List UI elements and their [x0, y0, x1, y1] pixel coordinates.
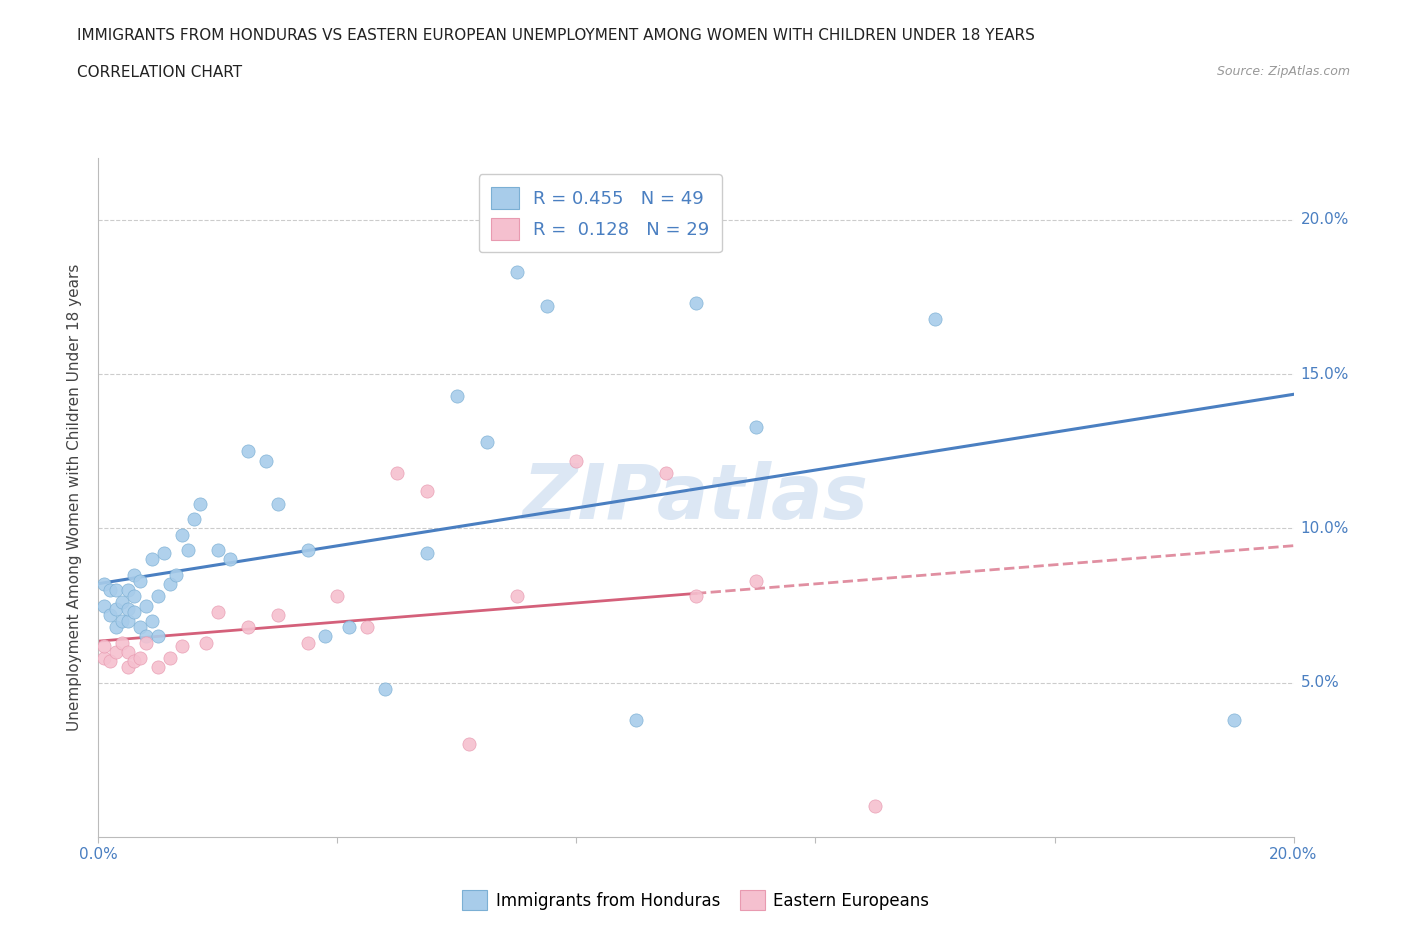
Point — [111, 614, 134, 629]
Point — [135, 635, 157, 650]
Point — [124, 654, 146, 669]
Point — [135, 629, 157, 644]
Point — [105, 601, 128, 616]
Text: CORRELATION CHART: CORRELATION CHART — [77, 65, 242, 80]
Point — [475, 434, 498, 449]
Point — [536, 299, 558, 313]
Point — [159, 651, 181, 666]
Point — [159, 577, 181, 591]
Point — [141, 551, 163, 566]
Point — [1223, 712, 1246, 727]
Point — [93, 651, 115, 666]
Point — [339, 619, 360, 634]
Point — [446, 389, 468, 404]
Point — [172, 638, 194, 653]
Point — [105, 583, 128, 598]
Point — [129, 574, 152, 589]
Point — [267, 607, 290, 622]
Point — [117, 601, 139, 616]
Point — [506, 589, 529, 604]
Point — [207, 604, 229, 619]
Point — [111, 635, 134, 650]
Legend: Immigrants from Honduras, Eastern Europeans: Immigrants from Honduras, Eastern Europe… — [456, 884, 936, 917]
Point — [458, 737, 481, 751]
Point — [148, 660, 170, 675]
Point — [117, 583, 139, 598]
Point — [111, 595, 134, 610]
Point — [117, 614, 139, 629]
Point — [374, 682, 396, 697]
Text: 5.0%: 5.0% — [1301, 675, 1340, 690]
Point — [254, 453, 277, 468]
Point — [153, 546, 176, 561]
Point — [117, 660, 139, 675]
Point — [98, 607, 122, 622]
Point — [506, 265, 529, 280]
Text: 15.0%: 15.0% — [1301, 366, 1348, 381]
Text: 10.0%: 10.0% — [1301, 521, 1348, 536]
Point — [356, 619, 378, 634]
Point — [685, 296, 707, 311]
Point — [183, 512, 205, 526]
Point — [177, 542, 200, 557]
Point — [416, 546, 439, 561]
Point — [165, 567, 187, 582]
Point — [655, 465, 678, 480]
Point — [135, 598, 157, 613]
Text: IMMIGRANTS FROM HONDURAS VS EASTERN EUROPEAN UNEMPLOYMENT AMONG WOMEN WITH CHILD: IMMIGRANTS FROM HONDURAS VS EASTERN EURO… — [77, 28, 1035, 43]
Point — [924, 312, 946, 326]
Point — [236, 444, 259, 458]
Point — [98, 583, 122, 598]
Point — [105, 644, 128, 659]
Point — [385, 465, 409, 480]
Point — [315, 629, 337, 644]
Point — [745, 419, 768, 434]
Point — [326, 589, 349, 604]
Point — [194, 635, 218, 650]
Point — [93, 598, 115, 613]
Point — [565, 453, 588, 468]
Point — [148, 629, 170, 644]
Point — [129, 651, 152, 666]
Point — [267, 497, 290, 512]
Point — [93, 638, 115, 653]
Point — [207, 542, 229, 557]
Point — [188, 497, 211, 512]
Point — [172, 527, 194, 542]
Point — [129, 619, 152, 634]
Point — [745, 574, 768, 589]
Point — [685, 589, 707, 604]
Point — [117, 644, 139, 659]
Y-axis label: Unemployment Among Women with Children Under 18 years: Unemployment Among Women with Children U… — [67, 264, 83, 731]
Point — [124, 589, 146, 604]
Point — [624, 712, 647, 727]
Text: Source: ZipAtlas.com: Source: ZipAtlas.com — [1216, 65, 1350, 78]
Point — [297, 542, 319, 557]
Text: 20.0%: 20.0% — [1301, 212, 1348, 227]
Text: ZIPatlas: ZIPatlas — [523, 460, 869, 535]
Point — [297, 635, 319, 650]
Point — [105, 619, 128, 634]
Point — [219, 551, 242, 566]
Point — [141, 614, 163, 629]
Point — [124, 604, 146, 619]
Point — [124, 567, 146, 582]
Point — [416, 484, 439, 498]
Point — [98, 654, 122, 669]
Point — [93, 577, 115, 591]
Point — [865, 799, 887, 814]
Point — [148, 589, 170, 604]
Point — [236, 619, 259, 634]
